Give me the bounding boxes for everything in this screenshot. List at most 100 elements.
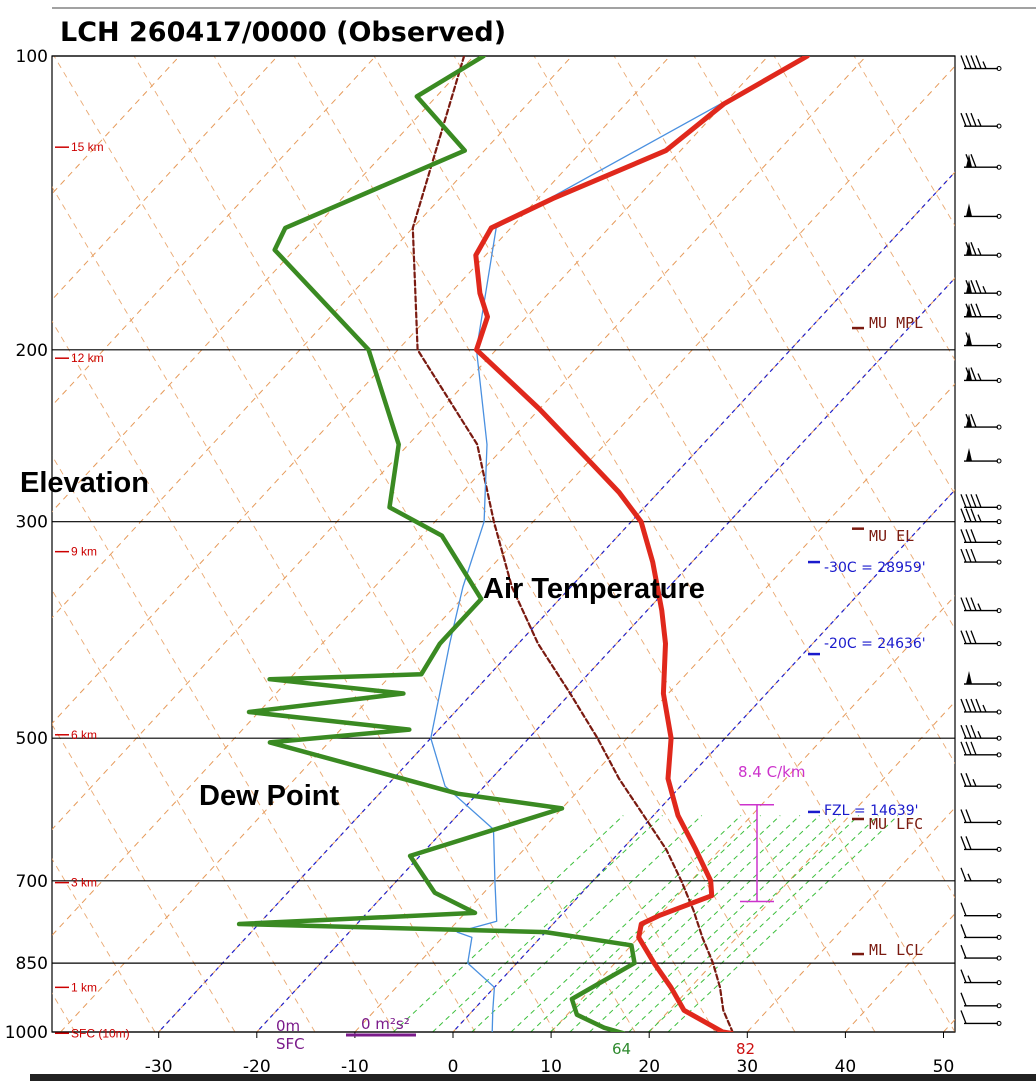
temperature-tick-label: 50 — [933, 1057, 955, 1077]
dry-adiabat-line — [613, 56, 955, 630]
mixing-ratio-line — [393, 815, 624, 1032]
wind-barb-flag — [965, 241, 972, 256]
wind-barb-flag — [965, 332, 972, 346]
dry-adiabat-line — [133, 56, 716, 1032]
wind-barb — [960, 112, 1002, 129]
wind-barb-flag — [960, 1010, 967, 1024]
wind-barb-flag — [960, 529, 967, 543]
wind-barb-flag — [965, 724, 972, 739]
wind-barb-halfflag — [977, 247, 982, 256]
wind-barb-station — [996, 1020, 1002, 1026]
air-temperature-label: Air Temperature — [483, 573, 705, 605]
wind-barb-station — [996, 539, 1002, 545]
wind-barb-station — [996, 913, 1002, 919]
mixing-ratio-line — [589, 815, 820, 1032]
wind-barb-station — [996, 504, 1002, 510]
wind-barb-station — [996, 252, 1002, 258]
height-tick-label: 1 km — [71, 980, 97, 994]
wind-barb-station — [996, 783, 1002, 789]
mixing-ratio-line — [667, 815, 899, 1032]
fzl-label: FZL = 14639' — [824, 803, 918, 819]
wind-barb-flag — [960, 55, 967, 69]
surface-temperature-value: 82 — [736, 1040, 755, 1058]
wind-barb — [960, 529, 1002, 545]
wind-barbs — [960, 55, 1002, 1026]
wind-barb-flag — [960, 902, 967, 916]
wind-barb-flag — [965, 303, 972, 317]
wind-barb — [960, 55, 1002, 72]
mixing-ratio-line — [471, 815, 703, 1032]
wind-barb-flag — [965, 772, 972, 787]
wind-barb-halfflag — [977, 514, 982, 522]
wind-barb-flag — [970, 413, 977, 428]
wind-barb-station — [996, 66, 1002, 72]
wind-barb-station — [996, 608, 1002, 614]
wind-barb-flag — [960, 867, 967, 882]
wind-barb-pennant — [966, 203, 972, 217]
minus20-label: -20C = 24636' — [824, 636, 926, 652]
wind-barb-flag — [970, 367, 977, 381]
wind-barb-flag — [965, 836, 972, 850]
isotherm-line — [52, 56, 769, 831]
freezing-isotherm-line — [157, 171, 955, 1032]
wind-barb-flag — [970, 494, 977, 508]
wind-barb-flag — [970, 630, 977, 644]
isotherm-line — [52, 56, 867, 937]
wind-barb-halfflag — [967, 209, 972, 217]
mixing-ratio-line — [569, 815, 801, 1032]
wind-barb — [964, 279, 1002, 296]
wind-barb — [964, 413, 1002, 430]
wind-barb-halfflag — [982, 704, 987, 713]
wind-barb-flag — [970, 508, 977, 522]
surface-dewpoint-value: 64 — [612, 1040, 631, 1058]
wind-barb-station — [996, 735, 1002, 741]
isotherm-lines — [52, 56, 955, 1032]
mixing-ratio-line — [648, 815, 879, 1032]
wind-barb-halfflag — [977, 118, 982, 127]
wind-barb-halfflag — [967, 975, 972, 983]
temperature-tick-label: 20 — [638, 1057, 660, 1077]
wind-barb — [960, 1010, 1002, 1026]
temperature-tick-label: 0 — [448, 1057, 459, 1077]
wind-barb-halfflag — [982, 61, 987, 69]
wind-barb-flag — [970, 241, 977, 256]
wind-barb-flag — [965, 413, 972, 428]
temperature-tick-label: -20 — [243, 1057, 271, 1077]
dry-adiabat-line — [52, 186, 556, 1032]
wind-barb-station — [996, 343, 1002, 349]
mu-el-label: MU EL — [869, 527, 914, 545]
wind-barb-station — [996, 819, 1002, 825]
mixing-ratio-line — [608, 815, 840, 1032]
height-tick-label: 12 km — [71, 351, 104, 365]
wind-barb-flag — [960, 597, 967, 611]
wind-barb-station — [996, 290, 1002, 296]
wind-barb-flag — [965, 112, 972, 127]
wind-barb — [960, 867, 1002, 884]
wind-barb-pennant — [966, 448, 972, 462]
wind-barb — [960, 944, 1002, 961]
wind-barb — [960, 548, 1002, 565]
wind-barb-flag — [970, 698, 977, 713]
wind-barb-flag — [965, 809, 972, 823]
wind-barb-flag — [970, 741, 977, 756]
wind-barb — [964, 671, 1002, 687]
wind-barb-flag — [965, 494, 972, 508]
wind-barb — [960, 724, 1002, 741]
wind-barb — [960, 924, 1002, 940]
wind-barb — [960, 992, 1002, 1009]
wind-barb-station — [996, 709, 1002, 715]
wind-barb-flag — [965, 548, 972, 563]
wind-barb-flag — [965, 529, 972, 543]
minus30-label: -30C = 28959' — [824, 560, 926, 576]
mixing-ratio-line — [432, 815, 663, 1032]
wind-barb — [964, 448, 1002, 464]
height-tick-label: 6 km — [71, 728, 97, 742]
pressure-tick-label: 100 — [16, 47, 48, 67]
dry-adiabat-line — [853, 56, 955, 227]
wind-barb-station — [996, 424, 1002, 430]
wind-barb-station — [996, 846, 1002, 852]
wind-barb-flag — [965, 508, 972, 522]
wind-barb-station — [996, 213, 1002, 219]
temperature-tick-label: 40 — [835, 1057, 857, 1077]
